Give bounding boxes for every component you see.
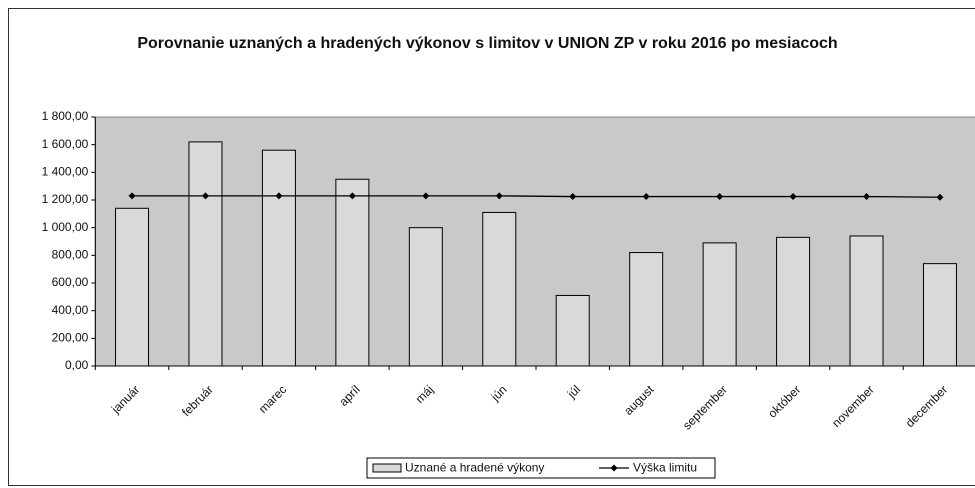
bar (776, 236, 811, 367)
y-tick-label: 0,00 (65, 358, 89, 372)
chart-title: Porovnanie uznaných a hradených výkonov … (137, 35, 838, 52)
limit-marker (789, 193, 797, 201)
bar (629, 252, 664, 367)
y-tick-label: 200,00 (52, 331, 89, 345)
limit-marker (495, 192, 503, 200)
legend: Uznané a hradené výkony Výška limitu (366, 457, 716, 479)
bar (335, 178, 370, 367)
legend-marker (610, 464, 618, 472)
bar (188, 141, 223, 367)
y-tick-label: 800,00 (52, 248, 89, 262)
bar (115, 207, 150, 367)
bar (702, 242, 737, 367)
bar (482, 211, 517, 367)
y-tick-label: 600,00 (52, 275, 89, 289)
limit-marker (348, 192, 356, 200)
y-tick-label: 1 600,00 (42, 137, 89, 151)
y-tick-label: 400,00 (52, 303, 89, 317)
limit-marker (128, 192, 136, 200)
y-tick-label: 1 800,00 (42, 109, 89, 123)
legend-swatch (372, 463, 402, 473)
limit-marker (275, 192, 283, 200)
bar (555, 294, 590, 367)
bar (922, 263, 957, 367)
y-tick-label: 1 200,00 (42, 192, 89, 206)
limit-marker (642, 193, 650, 201)
y-tick-label: 1 000,00 (42, 220, 89, 234)
limit-marker (422, 192, 430, 200)
legend-label: Výška limitu (633, 461, 697, 475)
y-tick-label: 1 400,00 (42, 165, 89, 179)
bar (849, 235, 884, 367)
limit-marker (201, 192, 209, 200)
bar (408, 227, 443, 367)
plot-area (94, 116, 975, 367)
legend-label: Uznané a hradené výkony (405, 461, 544, 475)
limit-marker (569, 193, 577, 201)
limit-line (132, 195, 940, 198)
limit-marker (936, 193, 944, 201)
limit-marker (863, 193, 871, 201)
bar (261, 149, 296, 367)
limit-marker (716, 193, 724, 201)
legend-box (366, 457, 716, 479)
